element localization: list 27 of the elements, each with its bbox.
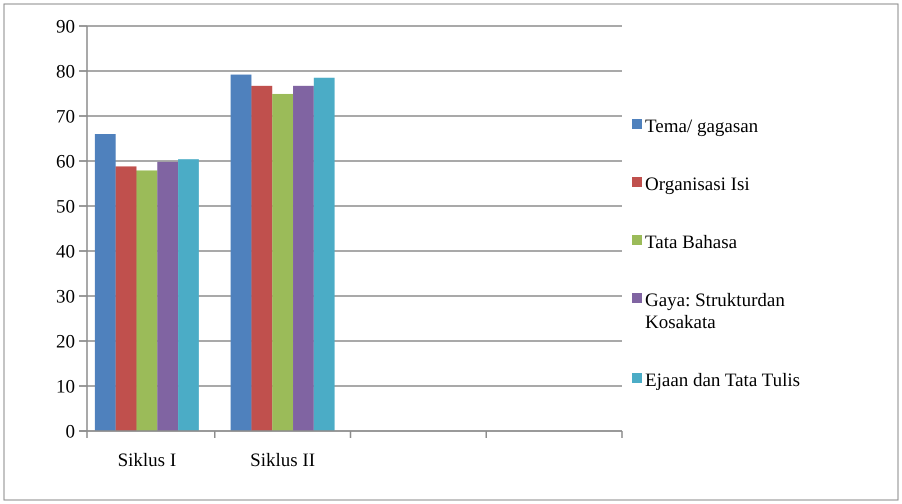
legend-label: Organisasi Isi <box>645 174 750 195</box>
y-tick-label: 20 <box>56 332 75 353</box>
y-tick-label: 0 <box>66 422 75 443</box>
bar <box>251 86 272 431</box>
legend-label: Gaya: Strukturdan Kosakata <box>645 290 786 333</box>
y-tick-label: 10 <box>56 376 75 398</box>
bar <box>314 78 335 431</box>
y-tick-label: 90 <box>56 16 75 38</box>
x-tick-label: Siklus II <box>250 450 316 471</box>
bar <box>272 94 294 431</box>
legend-label: Tema/ gagasan <box>645 116 759 137</box>
y-tick-label: 50 <box>56 196 75 218</box>
legend-label: Tata Bahasa <box>645 232 738 253</box>
x-tick-label: Siklus I <box>118 450 176 471</box>
bar <box>178 159 199 431</box>
bar <box>94 134 116 431</box>
bar <box>293 86 314 431</box>
bar <box>230 74 252 431</box>
bar <box>157 162 178 431</box>
legend-label: Ejaan dan Tata Tulis <box>645 370 800 391</box>
y-tick-label: 30 <box>56 286 75 308</box>
y-tick-label: 80 <box>56 62 75 83</box>
y-tick-label: 70 <box>56 106 75 128</box>
y-tick-label: 60 <box>56 152 75 173</box>
y-tick-label: 40 <box>56 242 75 263</box>
bar <box>116 166 136 431</box>
bar <box>136 170 158 431</box>
